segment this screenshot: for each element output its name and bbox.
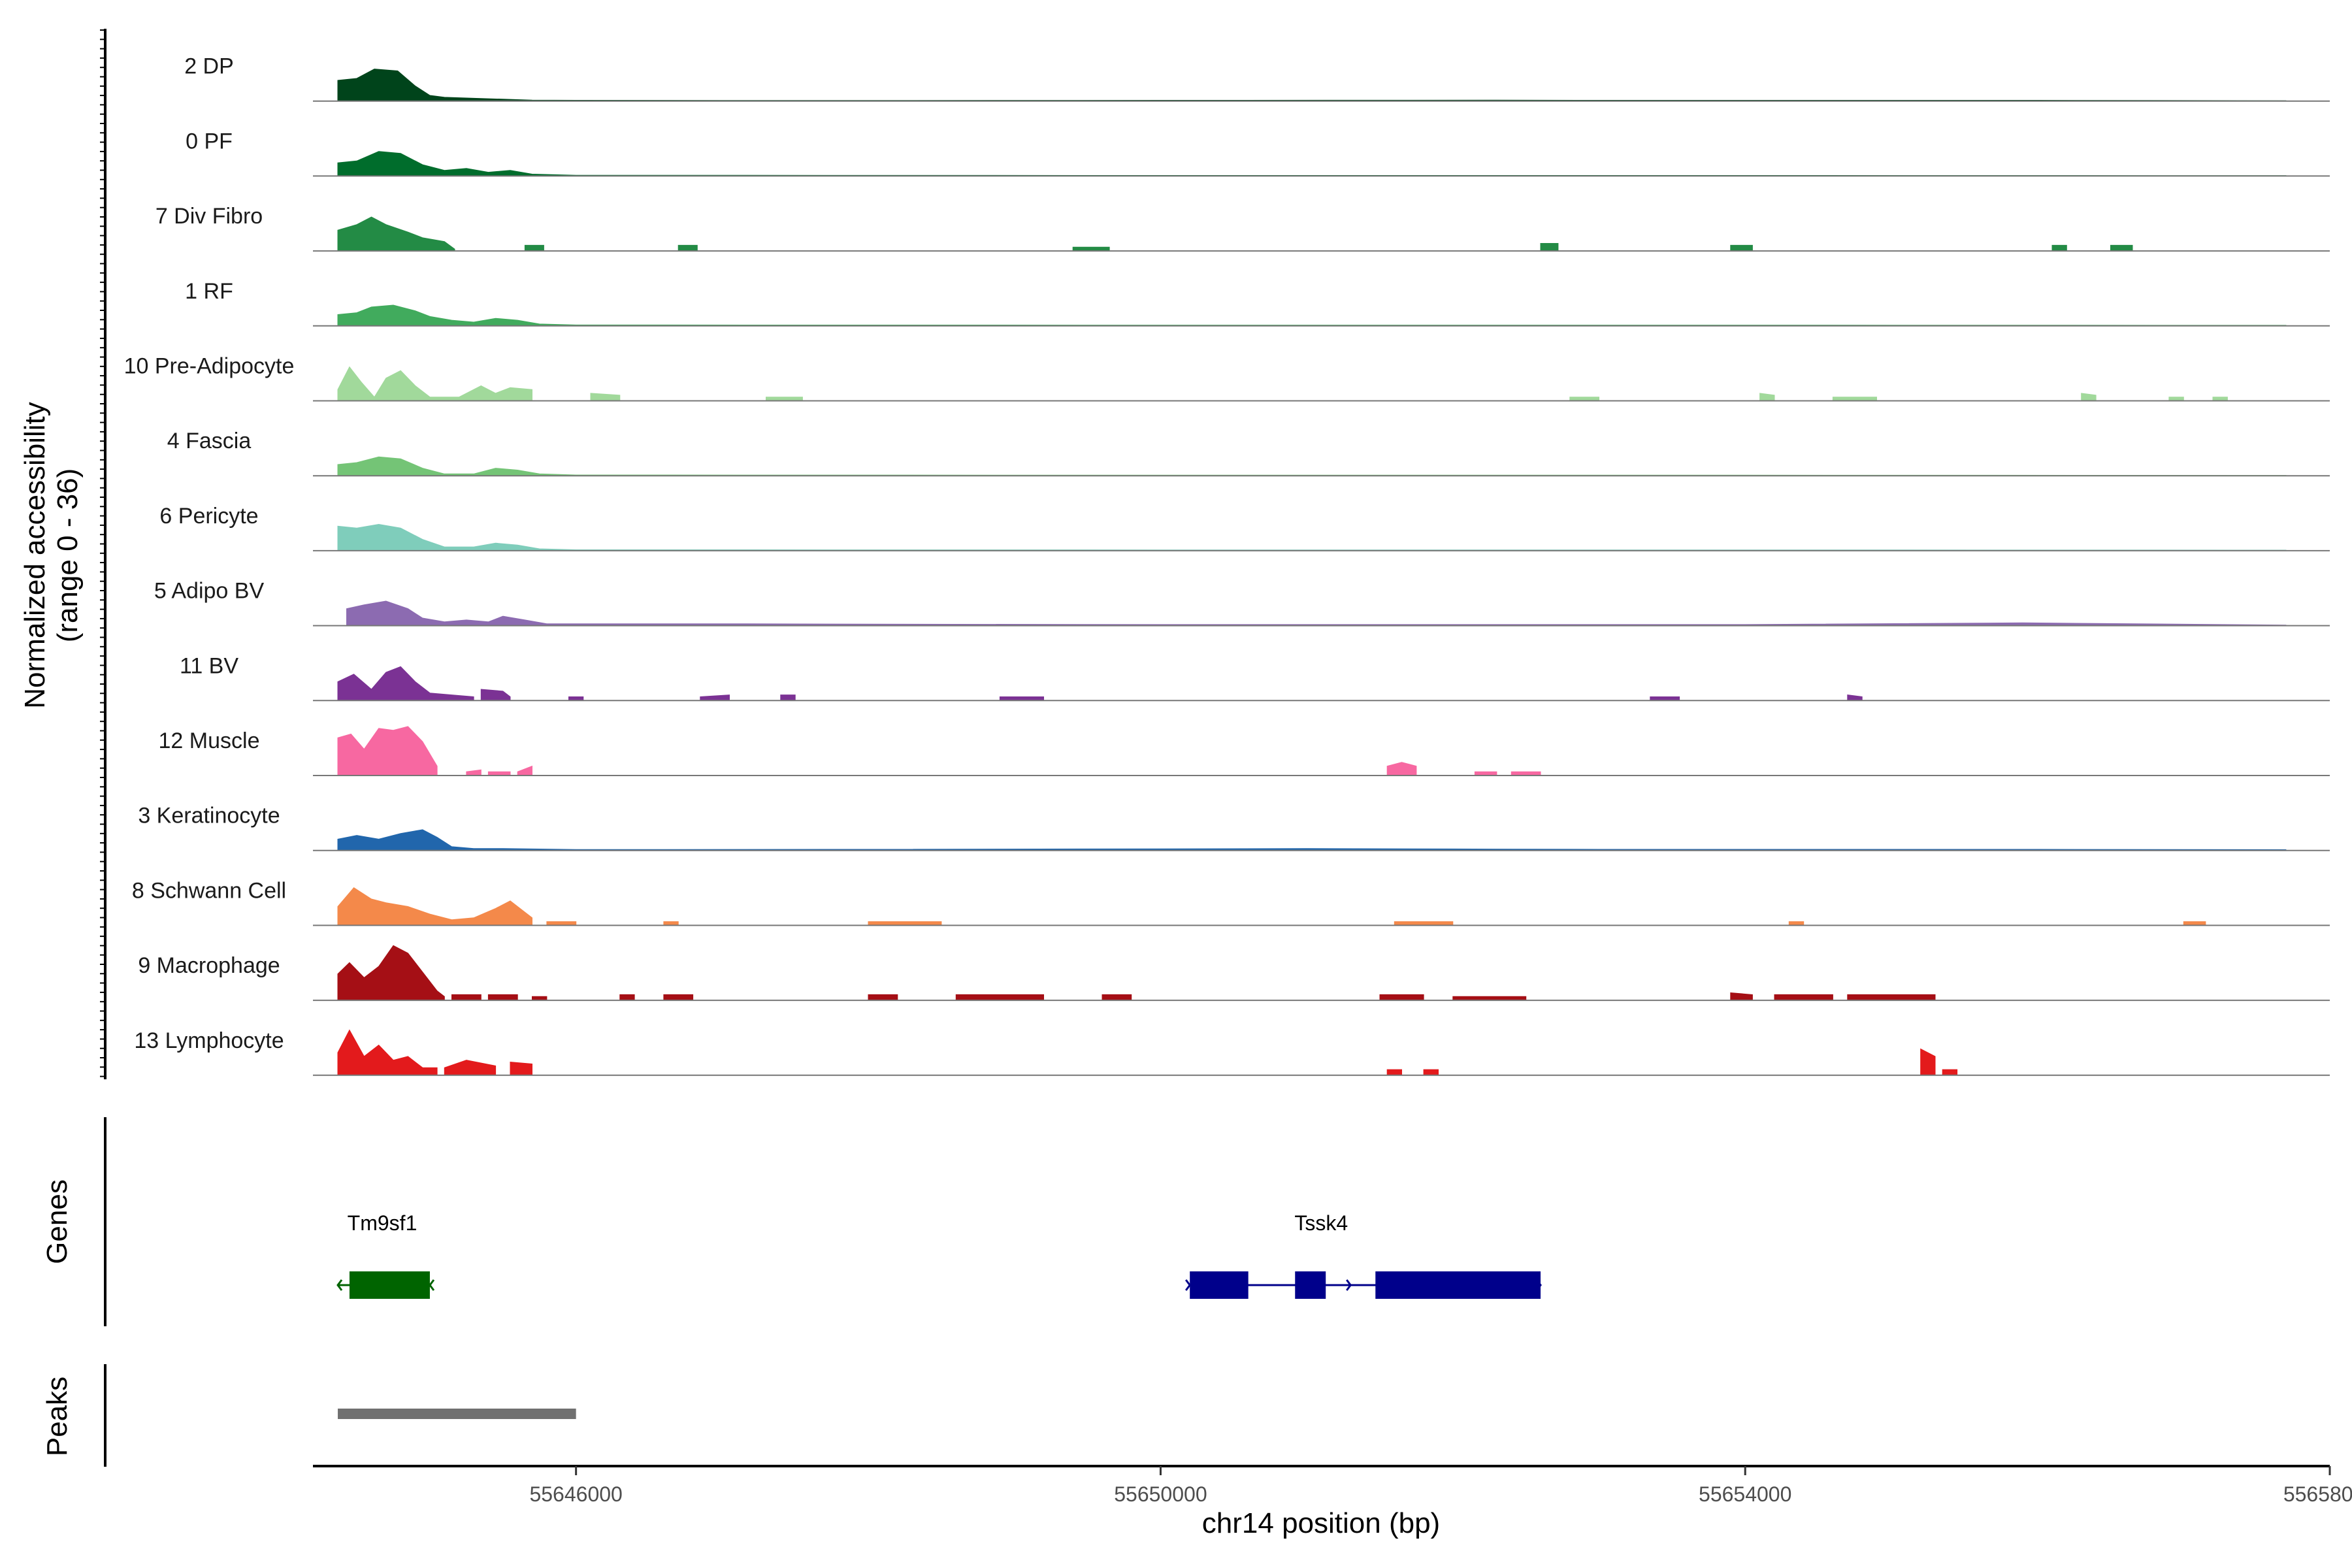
x-axis: 55646000 55650000 55654000 55658000 <box>313 1465 2352 1506</box>
track-label: 5 Adipo BV <box>154 579 265 604</box>
x-tick-label: 55650000 <box>1114 1482 1207 1506</box>
track-10-pre-adipocyte: 10 Pre-Adipocyte <box>124 354 2330 402</box>
track-3-keratinocyte: 3 Keratinocyte <box>138 804 2330 851</box>
track-label: 3 Keratinocyte <box>138 804 280 828</box>
coverage-tracks: 2 DP 0 PF 7 Div Fibro 1 RF 10 Pre-Adipocyte 4… <box>124 54 2330 1076</box>
x-axis-title: chr14 position (bp) <box>1202 1507 1440 1539</box>
x-tick-label: 55658000 <box>2283 1482 2352 1506</box>
track-label: 4 Fascia <box>167 429 252 453</box>
gene-models: Tm9sf1 Tssk4 <box>336 1211 1542 1299</box>
coverage-area-13-lymphocyte <box>337 1029 1958 1076</box>
x-tick-label: 55646000 <box>529 1482 622 1506</box>
track-6-pericyte: 6 Pericyte <box>159 504 2330 551</box>
strand-chevron <box>1184 1279 1192 1291</box>
track-label: 11 BV <box>180 653 238 678</box>
gene-label: Tm9sf1 <box>348 1211 417 1235</box>
coverage-area-5-adipo-bv <box>346 600 2287 627</box>
track-0-pf: 0 PF <box>186 129 2330 177</box>
track-2-dp: 2 DP <box>184 54 2330 102</box>
y-axis-title-line1: Normalized accessibility <box>19 402 51 708</box>
track-label: 9 Macrophage <box>138 953 280 978</box>
coverage-area-2-dp <box>337 69 2287 102</box>
strand-chevron <box>1346 1279 1352 1291</box>
track-label: 2 DP <box>184 54 234 79</box>
gene-tssk4: Tssk4 <box>1184 1211 1542 1299</box>
coverage-area-7-div-fibro <box>337 216 2133 252</box>
peak-bar <box>338 1409 576 1419</box>
gene-exon <box>1295 1271 1326 1299</box>
gene-label: Tssk4 <box>1294 1211 1348 1235</box>
peak-regions <box>338 1409 576 1419</box>
coverage-area-9-macrophage <box>337 945 1936 1001</box>
track-label: 12 Muscle <box>159 728 260 753</box>
strand-chevron <box>336 1279 343 1291</box>
track-12-muscle: 12 Muscle <box>159 726 2330 776</box>
genes-panel: Genes Tm9sf1 Tssk4 <box>41 1117 1542 1326</box>
coverage-area-8-schwann-cell <box>337 887 2206 926</box>
track-13-lymphocyte: 13 Lymphocyte <box>134 1028 2330 1076</box>
strand-chevron <box>429 1279 435 1291</box>
peaks-label: Peaks <box>41 1377 73 1456</box>
track-1-rf: 1 RF <box>185 279 2330 327</box>
track-9-macrophage: 9 Macrophage <box>138 945 2330 1002</box>
track-5-adipo-bv: 5 Adipo BV <box>154 579 2330 627</box>
track-label: 8 Schwann Cell <box>132 878 286 903</box>
track-4-fascia: 4 Fascia <box>167 429 2330 477</box>
gene-exon <box>1375 1271 1541 1299</box>
coverage-area-1-rf <box>337 304 2287 327</box>
coverage-area-11-bv <box>337 666 1863 701</box>
coverage-area-0-pf <box>337 151 2287 176</box>
track-label: 1 RF <box>185 279 233 304</box>
x-tick-label: 55654000 <box>1699 1482 1791 1506</box>
peaks-panel: Peaks <box>41 1364 576 1467</box>
strand-chevron <box>1535 1279 1542 1291</box>
gene-exon <box>1190 1271 1249 1299</box>
track-label: 13 Lymphocyte <box>134 1028 284 1053</box>
coverage-area-10-pre-adipocyte <box>337 366 2228 401</box>
genes-label: Genes <box>41 1179 73 1264</box>
coverage-area-3-keratinocyte <box>337 829 2287 851</box>
track-label: 10 Pre-Adipocyte <box>124 354 295 379</box>
track-11-bv: 11 BV <box>180 653 2330 702</box>
gene-exon <box>349 1271 430 1299</box>
gene-tm9sf1: Tm9sf1 <box>336 1211 435 1299</box>
track-label: 0 PF <box>186 129 233 154</box>
y-axis-title-line2: (range 0 - 36) <box>52 468 84 643</box>
coverage-area-12-muscle <box>337 726 1541 776</box>
track-label: 6 Pericyte <box>159 504 258 529</box>
coverage-area-6-pericyte <box>337 523 2287 551</box>
coverage-area-4-fascia <box>337 456 2287 476</box>
track-label: 7 Div Fibro <box>155 204 263 229</box>
track-8-schwann-cell: 8 Schwann Cell <box>132 878 2330 926</box>
y-axis <box>100 29 106 1079</box>
track-7-div-fibro: 7 Div Fibro <box>155 204 2330 252</box>
